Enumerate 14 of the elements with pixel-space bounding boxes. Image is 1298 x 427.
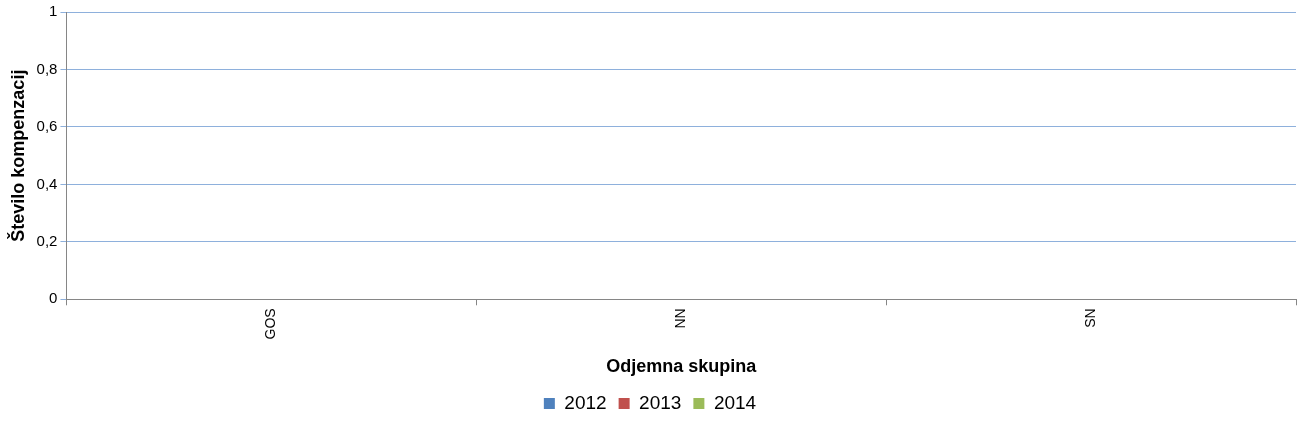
y-tick-label: 0,6 xyxy=(36,117,58,135)
y-tick-label: 0,8 xyxy=(36,59,58,77)
y-axis-title: Število kompenzacij xyxy=(6,69,28,242)
x-tick-label: NN xyxy=(672,308,689,329)
y-tick-label: 0,4 xyxy=(36,174,58,192)
x-axis-title: Odjemna skupina xyxy=(606,356,758,377)
legend-label: 2014 xyxy=(713,391,757,413)
y-tick-label: 1 xyxy=(49,2,58,20)
x-tick-label: GOS xyxy=(262,308,279,340)
x-tick-label: SN xyxy=(1081,308,1098,328)
legend-label: 2012 xyxy=(564,391,607,413)
legend-label: 2013 xyxy=(639,391,682,413)
y-tick-label: 0 xyxy=(49,289,58,307)
y-tick-label: 0,2 xyxy=(36,231,58,249)
